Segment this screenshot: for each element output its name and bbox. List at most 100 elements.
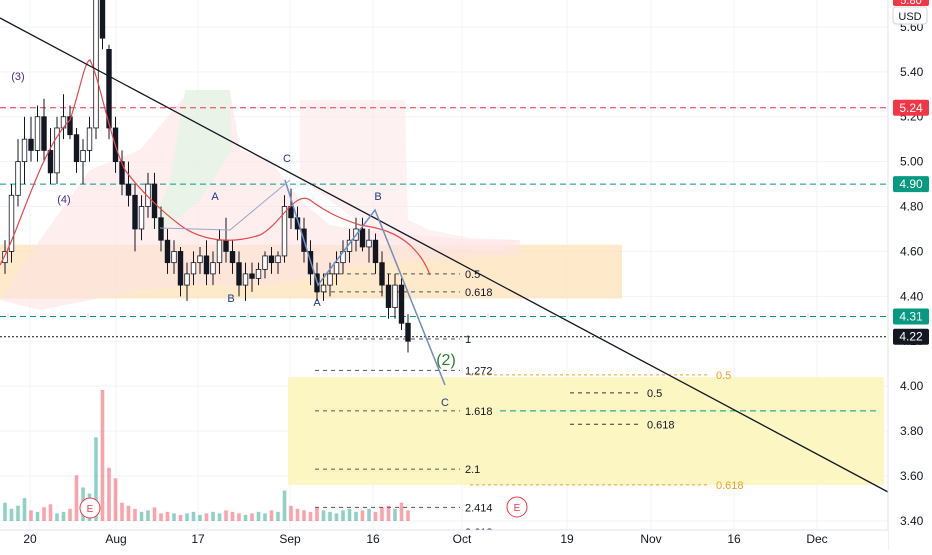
candle-body xyxy=(99,0,106,39)
candle-body xyxy=(216,239,223,264)
price-tag-4.22 xyxy=(893,328,929,345)
candle-body xyxy=(41,116,47,151)
candle-body xyxy=(8,194,15,252)
price-tag-4.90 xyxy=(893,176,929,193)
volume-bar xyxy=(35,511,40,521)
earnings-marker xyxy=(79,497,101,519)
top-price-tag-label: 5.80 xyxy=(900,0,921,7)
wave-label-1: (3) xyxy=(11,71,24,83)
volume-bar xyxy=(406,510,410,521)
volume-bar xyxy=(334,513,339,521)
volume-bar xyxy=(22,498,27,521)
candle-body xyxy=(320,284,327,293)
price-tag-5.24 xyxy=(893,99,929,116)
candle-body xyxy=(366,239,372,248)
volume-bar xyxy=(191,511,196,521)
candle-body xyxy=(54,127,60,174)
y-tick-label: 4.80 xyxy=(900,200,924,214)
candle-body xyxy=(93,0,99,129)
x-tick-label: 17 xyxy=(191,532,205,546)
price-axis[interactable]: 3.403.603.804.004.204.404.604.805.005.20… xyxy=(887,0,932,550)
x-tick-label: Aug xyxy=(105,532,126,546)
volume-bar xyxy=(211,511,215,521)
volume-bar xyxy=(172,513,176,521)
x-tick-label: 20 xyxy=(23,532,37,546)
x-tick-label: Nov xyxy=(640,532,661,546)
earnings-label: E xyxy=(514,503,521,514)
volume-bar xyxy=(224,510,228,521)
volume-bar xyxy=(126,505,131,521)
volume-bar xyxy=(321,510,326,521)
price-tag-label: 4.22 xyxy=(899,330,923,344)
volume-bar xyxy=(243,514,248,521)
candle-body xyxy=(34,116,41,151)
fib-ext-label: 1 xyxy=(465,334,471,346)
candle-body xyxy=(184,273,190,286)
candle-body xyxy=(281,206,288,257)
y-tick-label: 3.40 xyxy=(900,514,924,528)
volume-bar xyxy=(380,507,384,521)
x-tick-label: 16 xyxy=(727,532,741,546)
volume-bar xyxy=(360,510,365,521)
volume-bar xyxy=(399,502,404,521)
volume-bar xyxy=(237,513,241,521)
candle-body xyxy=(158,217,164,241)
candle-body xyxy=(405,322,411,342)
volume-bar xyxy=(9,508,14,521)
volume-bar xyxy=(3,502,7,521)
x-tick-label: 16 xyxy=(366,532,380,546)
x-tick-label: 19 xyxy=(560,532,574,546)
time-axis[interactable]: 20 Aug 17 Sep 16 Oct 19 Nov 16 Dec xyxy=(0,529,888,550)
volume-bar xyxy=(198,514,202,521)
candle-body xyxy=(268,255,275,264)
price-axis-bg xyxy=(888,0,932,550)
candle-body xyxy=(327,273,333,286)
price-tag-label: 5.24 xyxy=(899,101,923,115)
candle-body xyxy=(229,251,236,264)
fib-ret-label: 0.618 xyxy=(647,419,675,431)
volume-bar xyxy=(295,508,300,521)
candle-body xyxy=(125,183,132,196)
candle-body xyxy=(47,150,54,174)
moving-average xyxy=(0,59,431,276)
volume-bar xyxy=(354,511,358,521)
candle-body xyxy=(67,116,73,136)
volume-bar xyxy=(230,511,235,521)
wave-label-6: A xyxy=(313,297,321,309)
price-tag-label: 4.90 xyxy=(899,177,923,191)
volume-bar xyxy=(74,475,79,521)
ichimoku-cloud xyxy=(0,90,520,310)
volume-bar xyxy=(94,437,98,521)
volume-bar xyxy=(282,490,287,521)
volume-bar xyxy=(29,510,33,521)
fib-orange-label: 0.618 xyxy=(716,480,744,492)
wave-label-9: (2) xyxy=(436,352,456,369)
wave-label-7: B xyxy=(374,191,381,203)
volume-bar xyxy=(139,511,144,521)
y-tick-label: 3.80 xyxy=(900,424,924,438)
volume-bar xyxy=(178,514,183,521)
volume-bar xyxy=(269,510,274,521)
candle-body xyxy=(385,284,392,308)
candle-body xyxy=(15,161,21,196)
volume-bar xyxy=(289,505,293,521)
candle-body xyxy=(262,255,268,270)
top-price-tag xyxy=(893,0,929,6)
fib-ext-label: 2.1 xyxy=(465,464,480,476)
candle-body xyxy=(203,255,210,275)
volume-bar xyxy=(302,510,306,521)
x-tick-label: Sep xyxy=(279,532,301,546)
volume-bar xyxy=(315,507,319,521)
candle-body xyxy=(190,262,197,275)
volume-bar xyxy=(120,502,124,521)
volume-bar xyxy=(133,508,137,521)
volume-bar xyxy=(165,511,170,521)
time-axis-bg xyxy=(0,530,888,550)
y-tick-label: 4.00 xyxy=(900,379,924,393)
wave-labels: (3) (4) A B C A B C (2) E E xyxy=(11,71,528,519)
cloud-green xyxy=(150,90,232,230)
candle-body xyxy=(392,284,398,308)
trendline xyxy=(0,17,889,493)
volume-bar xyxy=(328,511,332,521)
